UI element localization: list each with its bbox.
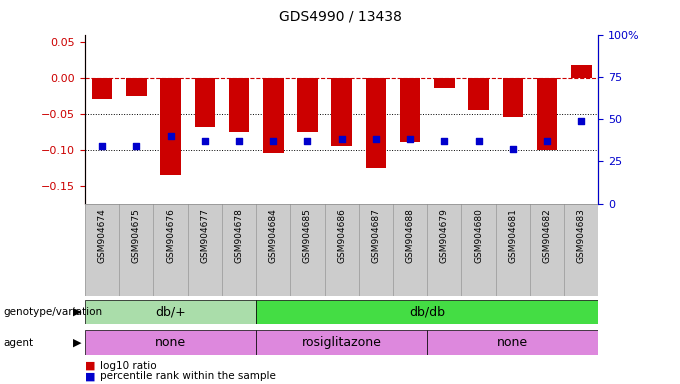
Point bbox=[473, 138, 484, 144]
Point bbox=[507, 146, 518, 152]
Bar bbox=[427, 330, 598, 355]
Bar bbox=[222, 204, 256, 296]
Bar bbox=[537, 78, 558, 150]
Text: ▶: ▶ bbox=[73, 307, 82, 317]
Point bbox=[439, 138, 450, 144]
Text: ■: ■ bbox=[85, 371, 95, 381]
Bar bbox=[469, 78, 489, 110]
Bar bbox=[85, 330, 256, 355]
Point bbox=[131, 143, 142, 149]
Text: none: none bbox=[497, 336, 528, 349]
Point bbox=[541, 138, 552, 144]
Bar bbox=[331, 78, 352, 146]
Bar bbox=[85, 204, 119, 296]
Bar bbox=[228, 78, 250, 132]
Bar bbox=[427, 204, 462, 296]
Text: GSM904679: GSM904679 bbox=[440, 208, 449, 263]
Point bbox=[336, 136, 347, 142]
Point bbox=[268, 138, 279, 144]
Bar bbox=[188, 204, 222, 296]
Text: ▶: ▶ bbox=[73, 338, 82, 348]
Bar bbox=[359, 204, 393, 296]
Bar bbox=[194, 78, 215, 127]
Text: GSM904675: GSM904675 bbox=[132, 208, 141, 263]
Bar bbox=[85, 300, 256, 324]
Bar bbox=[503, 78, 523, 117]
Text: GSM904684: GSM904684 bbox=[269, 208, 277, 263]
Bar bbox=[530, 204, 564, 296]
Text: GSM904680: GSM904680 bbox=[474, 208, 483, 263]
Point bbox=[199, 138, 210, 144]
Text: genotype/variation: genotype/variation bbox=[3, 307, 103, 317]
Bar bbox=[571, 65, 592, 78]
Text: GSM904687: GSM904687 bbox=[371, 208, 380, 263]
Text: GSM904681: GSM904681 bbox=[509, 208, 517, 263]
Text: GDS4990 / 13438: GDS4990 / 13438 bbox=[279, 10, 401, 23]
Text: GSM904688: GSM904688 bbox=[406, 208, 415, 263]
Text: GSM904678: GSM904678 bbox=[235, 208, 243, 263]
Bar bbox=[366, 78, 386, 167]
Text: db/+: db/+ bbox=[155, 306, 186, 318]
Text: db/db: db/db bbox=[409, 306, 445, 318]
Bar bbox=[400, 78, 420, 142]
Bar bbox=[126, 78, 147, 96]
Bar bbox=[160, 78, 181, 175]
Bar bbox=[434, 78, 455, 88]
Bar bbox=[290, 204, 324, 296]
Text: GSM904682: GSM904682 bbox=[543, 208, 551, 263]
Bar bbox=[154, 204, 188, 296]
Text: GSM904677: GSM904677 bbox=[201, 208, 209, 263]
Text: percentile rank within the sample: percentile rank within the sample bbox=[100, 371, 276, 381]
Bar bbox=[256, 204, 290, 296]
Text: GSM904676: GSM904676 bbox=[166, 208, 175, 263]
Bar bbox=[263, 78, 284, 153]
Point bbox=[165, 133, 176, 139]
Point bbox=[576, 118, 587, 124]
Text: log10 ratio: log10 ratio bbox=[100, 361, 156, 371]
Text: agent: agent bbox=[3, 338, 33, 348]
Bar bbox=[496, 204, 530, 296]
Text: none: none bbox=[155, 336, 186, 349]
Text: GSM904683: GSM904683 bbox=[577, 208, 585, 263]
Bar bbox=[256, 330, 427, 355]
Point bbox=[371, 136, 381, 142]
Bar bbox=[564, 204, 598, 296]
Bar bbox=[393, 204, 427, 296]
Text: GSM904685: GSM904685 bbox=[303, 208, 312, 263]
Bar bbox=[324, 204, 359, 296]
Text: rosiglitazone: rosiglitazone bbox=[302, 336, 381, 349]
Bar bbox=[297, 78, 318, 132]
Text: GSM904686: GSM904686 bbox=[337, 208, 346, 263]
Bar bbox=[462, 204, 496, 296]
Point bbox=[97, 143, 107, 149]
Bar bbox=[256, 300, 598, 324]
Bar bbox=[119, 204, 154, 296]
Point bbox=[302, 138, 313, 144]
Text: GSM904674: GSM904674 bbox=[98, 208, 107, 263]
Point bbox=[405, 136, 415, 142]
Point bbox=[234, 138, 245, 144]
Bar bbox=[92, 78, 112, 99]
Text: ■: ■ bbox=[85, 361, 95, 371]
